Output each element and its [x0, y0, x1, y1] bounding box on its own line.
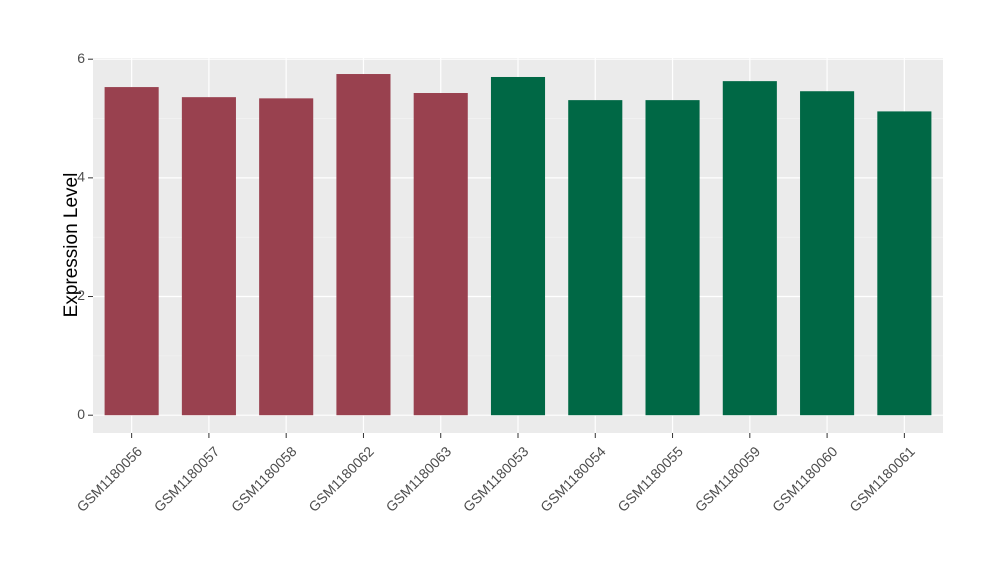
x-tick-label: GSM1180054	[537, 443, 609, 515]
bar	[722, 81, 777, 416]
y-tick-label: 6	[77, 50, 85, 66]
x-tick-label: GSM1180056	[73, 443, 145, 515]
y-tick-label: 2	[77, 287, 85, 303]
bar	[413, 93, 468, 416]
x-tick-label: GSM1180063	[383, 443, 455, 515]
bar	[568, 100, 623, 416]
x-tick-label: GSM1180062	[305, 443, 377, 515]
bar	[645, 100, 700, 416]
x-tick-label: GSM1180059	[692, 443, 764, 515]
bar	[259, 98, 314, 416]
bar	[877, 111, 932, 416]
x-tick-label: GSM1180060	[769, 443, 841, 515]
x-tick-label: GSM1180058	[228, 443, 300, 515]
y-tick-label: 4	[77, 169, 85, 185]
bar	[336, 74, 391, 416]
y-axis-title: Expression Level	[61, 173, 82, 318]
x-tick-label: GSM1180055	[614, 443, 686, 515]
bar	[490, 76, 546, 416]
x-tick-label: GSM1180053	[460, 443, 532, 515]
bar	[104, 87, 159, 416]
bar	[800, 91, 855, 416]
y-tick-label: 0	[77, 406, 85, 422]
x-tick-label: GSM1180057	[151, 443, 223, 515]
bar	[181, 97, 236, 416]
x-tick-label: GSM1180061	[846, 443, 918, 515]
